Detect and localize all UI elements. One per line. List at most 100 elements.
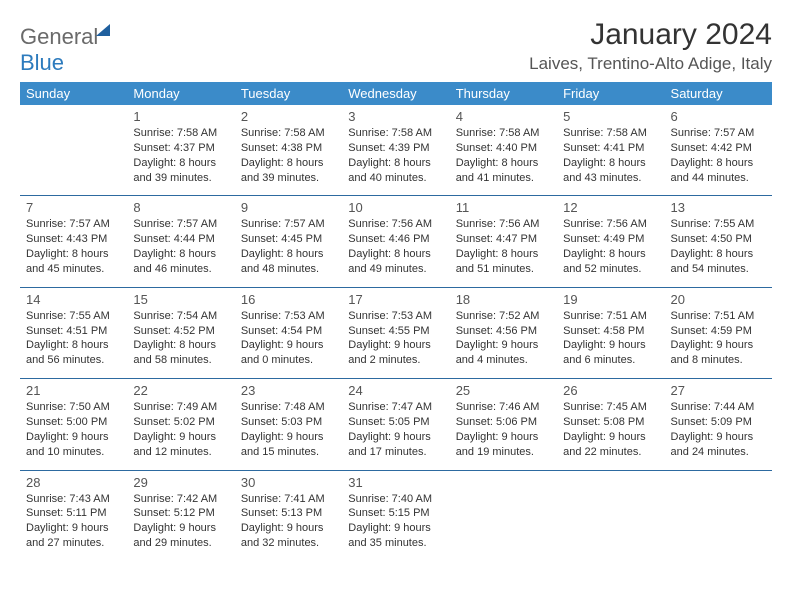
daylight-line-1: Daylight: 9 hours (241, 521, 336, 536)
day-details: Sunrise: 7:43 AMSunset: 5:11 PMDaylight:… (26, 492, 121, 551)
day-header: Monday (127, 82, 234, 105)
day-number: 1 (133, 109, 228, 124)
daylight-line-2: and 45 minutes. (26, 262, 121, 277)
sunrise-line: Sunrise: 7:50 AM (26, 400, 121, 415)
daylight-line-2: and 24 minutes. (671, 445, 766, 460)
daylight-line-2: and 44 minutes. (671, 171, 766, 186)
calendar-day-cell: 31Sunrise: 7:40 AMSunset: 5:15 PMDayligh… (342, 470, 449, 561)
day-number: 5 (563, 109, 658, 124)
sunset-line: Sunset: 5:06 PM (456, 415, 551, 430)
daylight-line-1: Daylight: 8 hours (456, 156, 551, 171)
day-number: 4 (456, 109, 551, 124)
day-details: Sunrise: 7:57 AMSunset: 4:45 PMDaylight:… (241, 217, 336, 276)
daylight-line-2: and 41 minutes. (456, 171, 551, 186)
calendar-day-cell (20, 105, 127, 196)
calendar-day-cell: 14Sunrise: 7:55 AMSunset: 4:51 PMDayligh… (20, 287, 127, 378)
calendar-day-cell: 5Sunrise: 7:58 AMSunset: 4:41 PMDaylight… (557, 105, 664, 196)
calendar-day-cell: 23Sunrise: 7:48 AMSunset: 5:03 PMDayligh… (235, 379, 342, 470)
day-details: Sunrise: 7:57 AMSunset: 4:42 PMDaylight:… (671, 126, 766, 185)
calendar-day-cell: 3Sunrise: 7:58 AMSunset: 4:39 PMDaylight… (342, 105, 449, 196)
daylight-line-1: Daylight: 9 hours (456, 430, 551, 445)
calendar-day-cell: 30Sunrise: 7:41 AMSunset: 5:13 PMDayligh… (235, 470, 342, 561)
day-number: 21 (26, 383, 121, 398)
daylight-line-2: and 51 minutes. (456, 262, 551, 277)
day-number: 27 (671, 383, 766, 398)
logo-text: General Blue (20, 24, 110, 76)
sunrise-line: Sunrise: 7:52 AM (456, 309, 551, 324)
calendar-day-cell: 16Sunrise: 7:53 AMSunset: 4:54 PMDayligh… (235, 287, 342, 378)
sunset-line: Sunset: 4:58 PM (563, 324, 658, 339)
sunrise-line: Sunrise: 7:57 AM (241, 217, 336, 232)
day-number: 16 (241, 292, 336, 307)
calendar-table: SundayMondayTuesdayWednesdayThursdayFrid… (20, 82, 772, 561)
sunset-line: Sunset: 5:13 PM (241, 506, 336, 521)
daylight-line-2: and 43 minutes. (563, 171, 658, 186)
day-details: Sunrise: 7:41 AMSunset: 5:13 PMDaylight:… (241, 492, 336, 551)
daylight-line-2: and 35 minutes. (348, 536, 443, 551)
daylight-line-2: and 15 minutes. (241, 445, 336, 460)
day-details: Sunrise: 7:49 AMSunset: 5:02 PMDaylight:… (133, 400, 228, 459)
calendar-day-cell: 11Sunrise: 7:56 AMSunset: 4:47 PMDayligh… (450, 196, 557, 287)
sunrise-line: Sunrise: 7:42 AM (133, 492, 228, 507)
sunrise-line: Sunrise: 7:56 AM (456, 217, 551, 232)
sunrise-line: Sunrise: 7:56 AM (563, 217, 658, 232)
sunset-line: Sunset: 5:09 PM (671, 415, 766, 430)
calendar-day-cell: 26Sunrise: 7:45 AMSunset: 5:08 PMDayligh… (557, 379, 664, 470)
day-details: Sunrise: 7:54 AMSunset: 4:52 PMDaylight:… (133, 309, 228, 368)
day-details: Sunrise: 7:53 AMSunset: 4:55 PMDaylight:… (348, 309, 443, 368)
daylight-line-1: Daylight: 9 hours (26, 521, 121, 536)
daylight-line-2: and 39 minutes. (133, 171, 228, 186)
day-details: Sunrise: 7:57 AMSunset: 4:43 PMDaylight:… (26, 217, 121, 276)
sunrise-line: Sunrise: 7:58 AM (563, 126, 658, 141)
day-header: Wednesday (342, 82, 449, 105)
day-number: 15 (133, 292, 228, 307)
day-number: 9 (241, 200, 336, 215)
sunrise-line: Sunrise: 7:48 AM (241, 400, 336, 415)
day-details: Sunrise: 7:58 AMSunset: 4:37 PMDaylight:… (133, 126, 228, 185)
daylight-line-1: Daylight: 8 hours (133, 338, 228, 353)
sunrise-line: Sunrise: 7:56 AM (348, 217, 443, 232)
sunset-line: Sunset: 4:49 PM (563, 232, 658, 247)
day-number: 18 (456, 292, 551, 307)
day-details: Sunrise: 7:47 AMSunset: 5:05 PMDaylight:… (348, 400, 443, 459)
daylight-line-2: and 27 minutes. (26, 536, 121, 551)
calendar-day-cell: 29Sunrise: 7:42 AMSunset: 5:12 PMDayligh… (127, 470, 234, 561)
sunset-line: Sunset: 4:47 PM (456, 232, 551, 247)
sunrise-line: Sunrise: 7:53 AM (241, 309, 336, 324)
day-number: 7 (26, 200, 121, 215)
daylight-line-2: and 19 minutes. (456, 445, 551, 460)
calendar-day-cell: 25Sunrise: 7:46 AMSunset: 5:06 PMDayligh… (450, 379, 557, 470)
logo: General Blue (20, 18, 110, 76)
daylight-line-2: and 40 minutes. (348, 171, 443, 186)
sunrise-line: Sunrise: 7:55 AM (671, 217, 766, 232)
sunset-line: Sunset: 5:11 PM (26, 506, 121, 521)
day-details: Sunrise: 7:55 AMSunset: 4:51 PMDaylight:… (26, 309, 121, 368)
day-number: 10 (348, 200, 443, 215)
sunset-line: Sunset: 4:50 PM (671, 232, 766, 247)
calendar-day-cell: 4Sunrise: 7:58 AMSunset: 4:40 PMDaylight… (450, 105, 557, 196)
daylight-line-2: and 52 minutes. (563, 262, 658, 277)
daylight-line-1: Daylight: 8 hours (133, 156, 228, 171)
day-header: Thursday (450, 82, 557, 105)
sunset-line: Sunset: 4:45 PM (241, 232, 336, 247)
daylight-line-2: and 2 minutes. (348, 353, 443, 368)
daylight-line-2: and 22 minutes. (563, 445, 658, 460)
calendar-day-cell: 27Sunrise: 7:44 AMSunset: 5:09 PMDayligh… (665, 379, 772, 470)
day-number: 3 (348, 109, 443, 124)
daylight-line-2: and 49 minutes. (348, 262, 443, 277)
calendar-week: 21 Sunrise: 7:50 AMSunset: 5:00 PM Dayligh… (20, 379, 772, 470)
day-details: Sunrise: 7:51 AMSunset: 4:58 PMDaylight:… (563, 309, 658, 368)
daylight-line-1: Daylight: 8 hours (671, 247, 766, 262)
sunset-line: Sunset: 5:05 PM (348, 415, 443, 430)
day-number: 24 (348, 383, 443, 398)
calendar-day-cell: 21Sunrise: 7:50 AMSunset: 5:00 PMDayligh… (20, 379, 127, 470)
daylight-line-1: Daylight: 8 hours (563, 247, 658, 262)
daylight-line-1: Daylight: 8 hours (26, 338, 121, 353)
sunrise-line: Sunrise: 7:58 AM (348, 126, 443, 141)
day-number: 11 (456, 200, 551, 215)
daylight-line-1: Daylight: 9 hours (241, 338, 336, 353)
calendar-week: 14Sunrise: 7:55 AMSunset: 4:51 PMDayligh… (20, 287, 772, 378)
sunset-line: Sunset: 5:00 PM (26, 415, 121, 430)
calendar-day-cell: 9 Sunrise: 7:57 AMSunset: 4:45 PMDaylight… (235, 196, 342, 287)
sunset-line: Sunset: 4:42 PM (671, 141, 766, 156)
